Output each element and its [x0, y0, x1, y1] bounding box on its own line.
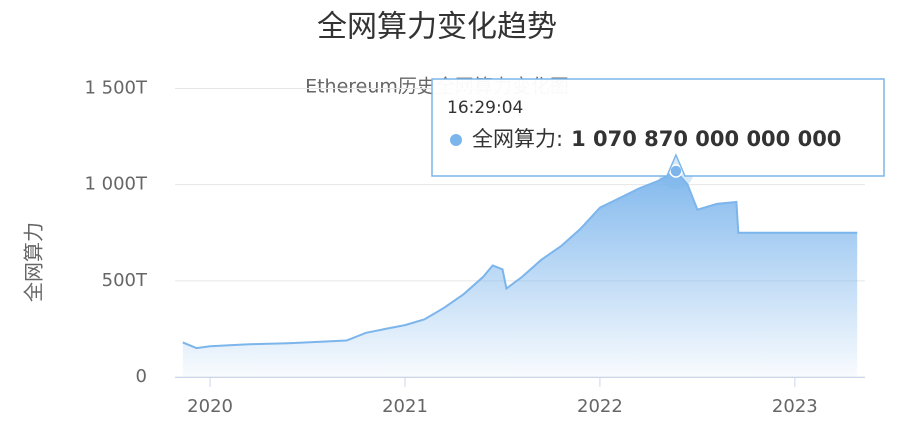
tooltip-text: 全网算力: 1 070 870 000 000 000: [472, 127, 841, 151]
tooltip-box: [431, 78, 885, 177]
hover-point: [669, 164, 683, 178]
chart-title: 全网算力变化趋势: [317, 10, 557, 45]
y-tick-label: 0: [136, 366, 147, 387]
y-axis-title: 全网算力: [22, 222, 46, 302]
area-fill: [182, 171, 858, 377]
x-tick-label: 2023: [772, 396, 818, 417]
tooltip-time: 16:29:04: [447, 98, 523, 118]
tooltip-marker: [450, 134, 462, 146]
x-tick-label: 2022: [577, 396, 623, 417]
y-tick-label: 500T: [102, 270, 148, 291]
area-line: [182, 169, 858, 350]
x-tick-label: 2021: [382, 396, 428, 417]
tooltip-value: 1 070 870 000 000 000: [571, 127, 841, 151]
y-tick-label: 1 500T: [84, 77, 148, 98]
y-tick-label: 1 000T: [84, 174, 148, 195]
x-tick-label: 2020: [187, 396, 233, 417]
tooltip-label: 全网算力:: [472, 127, 563, 151]
